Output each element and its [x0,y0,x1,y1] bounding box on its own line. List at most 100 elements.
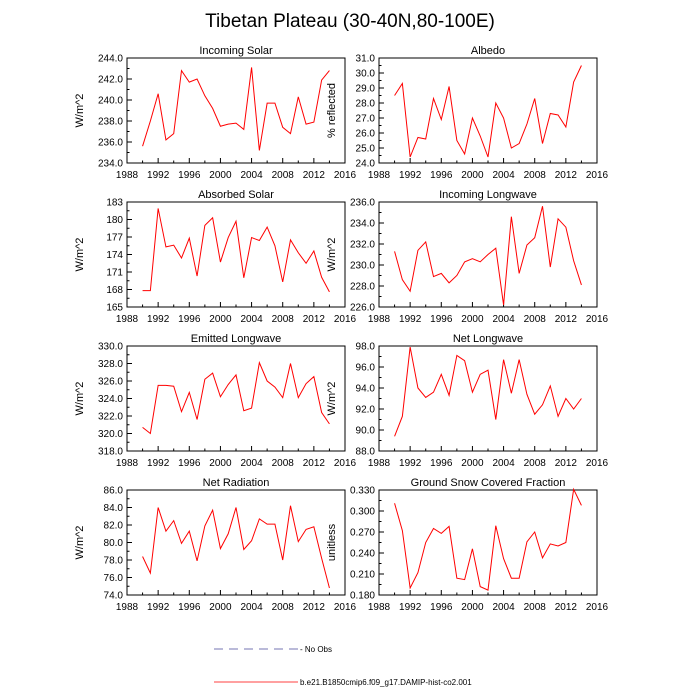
figure-title: Tibetan Plateau (30-40N,80-100E) [205,11,495,32]
y-axis-label: W/m^2 [74,238,86,272]
y-tick-label: 74.0 [104,591,124,602]
y-axis-label: W/m^2 [326,382,338,416]
plot-frame [126,345,346,452]
x-tick-label: 2016 [586,170,609,181]
plot-frame [378,57,598,164]
x-tick-label: 1992 [399,314,422,325]
chart-panel: Emitted Longwave 1988 1992 1996 2000 2004 2008… [74,333,357,469]
panels: Incoming Solar 1988 1992 1996 2000 2004 2008 20… [74,45,609,613]
legend-label-model: b.e21.B1850cmip6.f09_g17.DAMIP-hist-co2.… [300,678,472,687]
chart-panel: Net Longwave 1988 1992 1996 2000 2004 2008 2012… [326,333,609,469]
plot-frame [378,489,598,596]
y-tick-label: 328.0 [98,359,123,370]
x-tick-label: 2012 [303,170,326,181]
y-tick-label: 0.180 [350,591,375,602]
panel-title: Ground Snow Covered Fraction [411,477,566,489]
y-tick-label: 236.0 [350,198,375,209]
x-tick-label: 2008 [272,602,295,613]
x-tick-label: 2004 [240,314,263,325]
x-tick-label: 2016 [586,314,609,325]
x-tick-label: 2016 [334,170,357,181]
y-tick-label: 183 [106,198,123,209]
x-tick-label: 2008 [272,170,295,181]
y-tick-label: 238.0 [98,117,123,128]
y-tick-label: 165 [106,303,123,314]
x-tick-label: 1996 [178,602,201,613]
y-axis-label: W/m^2 [74,526,86,560]
x-tick-label: 1996 [178,458,201,469]
x-tick-label: 2004 [240,602,263,613]
x-tick-label: 1996 [430,602,453,613]
x-tick-label: 2000 [461,458,484,469]
chart-panel: Net Radiation 1988 1992 1996 2000 2004 2008 201… [74,477,357,613]
y-tick-label: 78.0 [104,556,124,567]
y-tick-label: 25.0 [356,144,376,155]
x-tick-label: 2004 [492,458,515,469]
y-tick-label: 234.0 [350,219,375,230]
x-tick-label: 1992 [399,170,422,181]
y-tick-label: 28.0 [356,99,376,110]
y-tick-label: 31.0 [356,54,376,65]
panel-title: Incoming Solar [199,45,273,57]
series-line [142,208,330,293]
y-tick-label: 171 [106,268,123,279]
x-tick-label: 2000 [461,170,484,181]
series-line [142,360,330,435]
x-tick-label: 1992 [147,170,170,181]
x-tick-label: 1996 [178,314,201,325]
y-tick-label: 96.0 [356,363,376,374]
y-tick-label: 226.0 [350,303,375,314]
y-tick-label: 174 [106,250,123,261]
y-tick-label: 0.240 [350,549,375,560]
x-tick-label: 1992 [147,602,170,613]
x-tick-label: 2012 [555,602,578,613]
x-tick-label: 2016 [586,602,609,613]
series-line [394,487,582,591]
y-tick-label: 76.0 [104,573,124,584]
y-tick-label: 242.0 [98,75,123,86]
series-line [394,65,582,158]
y-tick-label: 240.0 [98,96,123,107]
y-tick-label: 84.0 [104,503,124,514]
y-tick-label: 228.0 [350,282,375,293]
x-tick-label: 1996 [430,314,453,325]
legend: - No Obs b.e21.B1850cmip6.f09_g17.DAMIP-… [214,645,472,687]
plot-frame [126,57,346,164]
y-tick-label: 0.300 [350,507,375,518]
y-tick-label: 88.0 [356,447,376,458]
x-tick-label: 2016 [334,314,357,325]
plot-frame [126,489,346,596]
x-tick-label: 1996 [430,458,453,469]
y-tick-label: 180 [106,215,123,226]
y-tick-label: 322.0 [98,412,123,423]
chart-panel: Ground Snow Covered Fraction 1988 1992 1996… [326,477,609,613]
chart-panel: Absorbed Solar 1988 1992 1996 2000 2004 2008 20… [74,189,357,325]
x-tick-label: 2004 [492,314,515,325]
x-tick-label: 2000 [461,314,484,325]
y-tick-label: 320.0 [98,429,123,440]
y-tick-label: 82.0 [104,521,124,532]
x-tick-label: 2008 [524,602,547,613]
y-tick-label: 324.0 [98,394,123,405]
x-tick-label: 2000 [209,602,232,613]
x-tick-label: 2008 [272,458,295,469]
panel-title: Absorbed Solar [198,189,274,201]
y-tick-label: 0.270 [350,528,375,539]
x-tick-label: 1988 [368,602,391,613]
y-tick-label: 232.0 [350,240,375,251]
y-tick-label: 177 [106,233,123,244]
y-tick-label: 94.0 [356,384,376,395]
y-tick-label: 27.0 [356,114,376,125]
y-tick-label: 234.0 [98,159,123,170]
x-tick-label: 2012 [555,170,578,181]
y-tick-label: 90.0 [356,426,376,437]
x-tick-label: 2012 [303,314,326,325]
panel-title: Incoming Longwave [439,189,537,201]
x-tick-label: 1988 [368,314,391,325]
y-tick-label: 326.0 [98,377,123,388]
y-axis-label: unitless [326,523,338,561]
series-line [142,505,330,589]
panel-title: Emitted Longwave [191,333,282,345]
x-tick-label: 2000 [461,602,484,613]
